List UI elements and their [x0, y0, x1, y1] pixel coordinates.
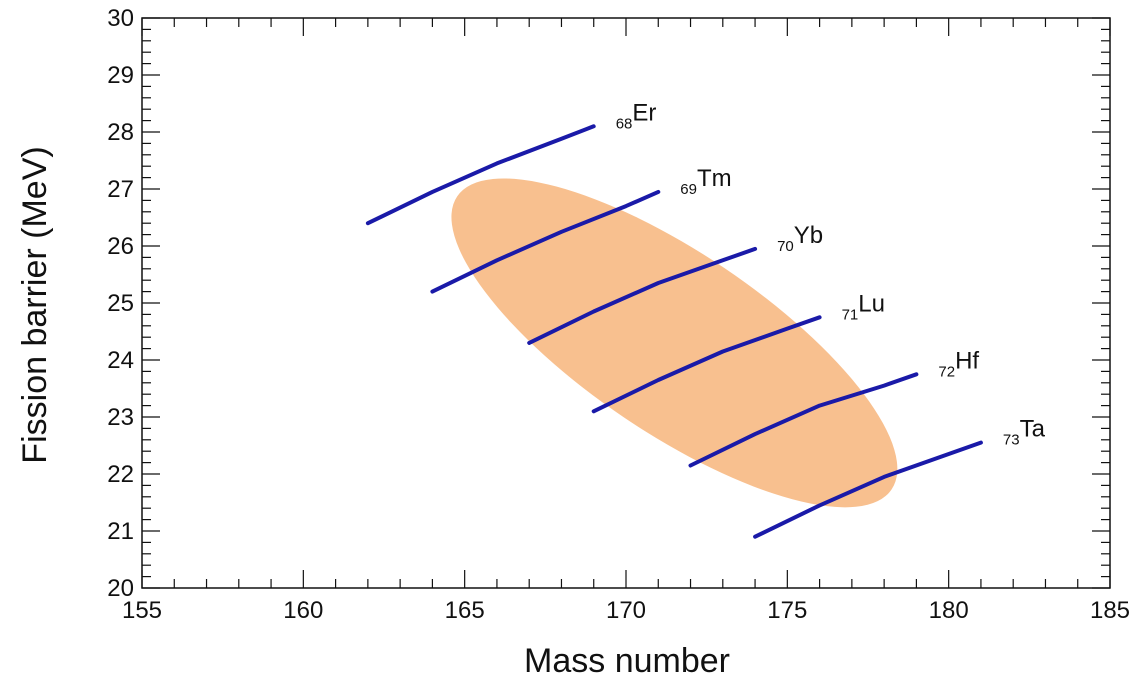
series-label-hf: 72Hf [938, 347, 979, 380]
series-label-er: 68Er [616, 99, 657, 132]
series-label-element: Tm [697, 165, 732, 192]
x-axis-title: Mass number [524, 642, 730, 680]
y-tick-label: 27 [107, 176, 134, 203]
series-label-yb: 70Yb [777, 222, 823, 255]
y-axis-title: Fission barrier (MeV) [16, 146, 54, 463]
series-label-layer: 68Er 69Tm 70Yb 71Lu 72Hf 73Ta [616, 99, 1046, 448]
y-tick-label: 21 [107, 518, 134, 545]
y-tick-label: 20 [107, 575, 134, 602]
y-tick-label: 28 [107, 119, 134, 146]
x-tick-label: 180 [929, 597, 969, 624]
series-label-element: Er [632, 99, 656, 126]
y-tick-label: 29 [107, 62, 134, 89]
tick-label-layer: 155 160 165 170 175 180 185 20 21 22 23 24 25 26 27 28 2… [107, 5, 1130, 624]
x-tick-label: 165 [445, 597, 485, 624]
series-label-atomic-number: 69 [680, 181, 697, 198]
y-tick-label: 23 [107, 404, 134, 431]
x-tick-label: 170 [606, 597, 646, 624]
y-tick-label: 25 [107, 290, 134, 317]
series-label-element: Yb [794, 222, 823, 249]
series-label-element: Hf [955, 347, 979, 374]
series-label-atomic-number: 68 [616, 115, 633, 132]
series-line-lu [591, 315, 822, 414]
series-line-yb [527, 246, 758, 345]
x-tick-label: 155 [122, 597, 162, 624]
series-line-hf [688, 372, 919, 468]
series-label-ta: 73Ta [1003, 416, 1046, 449]
axis-layer [141, 17, 1111, 589]
series-label-atomic-number: 71 [842, 306, 859, 323]
series-label-atomic-number: 72 [938, 363, 955, 380]
x-tick-label: 185 [1090, 597, 1130, 624]
series-line-ta [753, 440, 983, 539]
series-label-element: Ta [1020, 416, 1046, 443]
y-tick-label: 26 [107, 233, 134, 260]
series-label-atomic-number: 73 [1003, 432, 1020, 449]
y-tick-label: 22 [107, 461, 134, 488]
x-tick-label: 175 [767, 597, 807, 624]
series-line-tm [430, 189, 661, 294]
series-label-element: Lu [858, 290, 885, 317]
y-tick-label: 30 [107, 5, 134, 32]
highlight-layer [451, 178, 898, 508]
highlight-ellipse [451, 178, 898, 508]
series-label-tm: 69Tm [680, 165, 731, 198]
y-tick-label: 24 [107, 347, 134, 374]
x-tick-label: 160 [283, 597, 323, 624]
series-line-er [365, 124, 596, 226]
series-label-lu: 71Lu [842, 290, 885, 323]
series-label-atomic-number: 70 [777, 238, 794, 255]
series-layer [365, 124, 983, 539]
